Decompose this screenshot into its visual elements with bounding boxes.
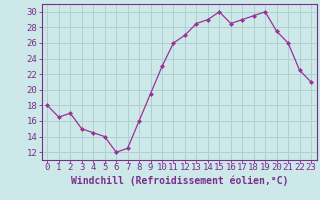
X-axis label: Windchill (Refroidissement éolien,°C): Windchill (Refroidissement éolien,°C) (70, 175, 288, 186)
